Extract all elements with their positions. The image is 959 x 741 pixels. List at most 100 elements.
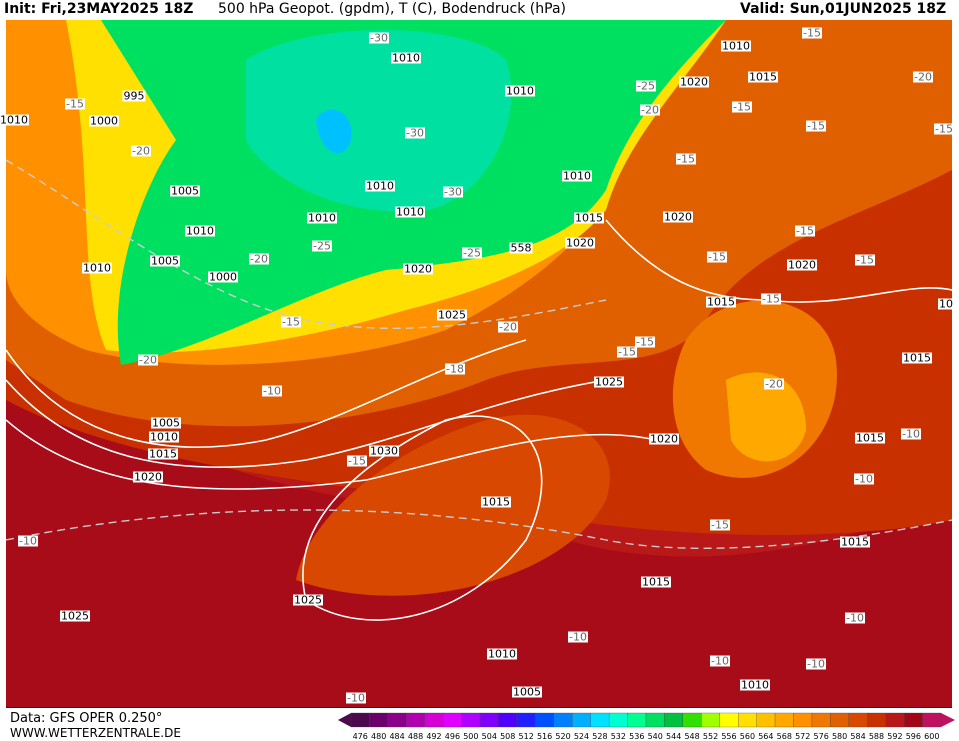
colorbar-swatch xyxy=(572,712,591,728)
colorbar-swatch xyxy=(535,712,554,728)
colorbar-swatch xyxy=(424,712,444,728)
colorbar-label: 560 xyxy=(739,732,756,741)
pressure-label: 1005 xyxy=(170,184,200,198)
colorbar-swatch xyxy=(903,712,923,728)
colorbar-swatch xyxy=(701,712,720,728)
pressure-label: 1010 xyxy=(149,430,179,444)
pressure-label: 1015 xyxy=(748,70,778,84)
colorbar-label: 516 xyxy=(536,732,553,741)
temperature-label: -15 xyxy=(707,250,727,264)
pressure-label: 1010 xyxy=(82,261,112,275)
colorbar-swatch xyxy=(627,712,647,728)
colorbar-label: 572 xyxy=(795,732,811,741)
colorbar-label: 512 xyxy=(518,732,534,741)
temperature-label: -10 xyxy=(710,654,730,668)
pressure-label: 1000 xyxy=(89,114,119,128)
temperature-label: -15 xyxy=(710,518,730,532)
pressure-label: 1010 xyxy=(185,224,215,238)
temperature-label: -10 xyxy=(845,611,865,625)
colorbar-label: 568 xyxy=(776,732,792,741)
pressure-label: 1015 xyxy=(481,495,511,509)
temperature-label: -20 xyxy=(764,377,784,391)
colorbar-arrow xyxy=(941,713,955,727)
title: 500 hPa Geopot. (gpdm), T (C), Bodendruc… xyxy=(218,1,566,17)
colorbar-label: 504 xyxy=(481,732,497,741)
temperature-label: -30 xyxy=(405,126,425,140)
colorbar-swatch xyxy=(461,712,481,728)
colorbar-label: 588 xyxy=(868,732,885,741)
colorbar-swatch xyxy=(553,712,573,728)
temperature-label: -15 xyxy=(635,335,655,349)
pressure-label: 995 xyxy=(122,89,146,103)
colorbar-swatch xyxy=(590,712,610,728)
temperature-label: -15 xyxy=(732,100,752,114)
pressure-label: 10 xyxy=(938,297,954,311)
pressure-label: 1025 xyxy=(60,609,90,623)
colorbar-label: 576 xyxy=(813,732,829,741)
geopotential-label: 558 xyxy=(509,241,533,255)
zone xyxy=(316,109,352,154)
colorbar-swatch xyxy=(406,712,425,728)
zone xyxy=(726,372,806,462)
zone xyxy=(246,30,512,212)
colorbar-label: 528 xyxy=(592,732,608,741)
temperature-label: -15 xyxy=(617,345,637,359)
colorbar-swatch xyxy=(830,712,849,728)
pressure-label: 1020 xyxy=(565,236,595,250)
temperature-label: -15 xyxy=(934,122,954,136)
pressure-label: 1000 xyxy=(208,270,238,284)
colorbar-swatch xyxy=(774,712,794,728)
pressure-label: 1015 xyxy=(840,535,870,549)
pressure-label: 1030 xyxy=(369,444,399,458)
colorbar-swatch xyxy=(885,712,905,728)
colorbar-label: 496 xyxy=(444,732,461,741)
temperature-label: -10 xyxy=(806,657,826,671)
colorbar-label: 580 xyxy=(831,732,848,741)
temperature-label: -15 xyxy=(65,97,85,111)
temperature-label: -18 xyxy=(445,362,465,376)
colorbar-label: 480 xyxy=(371,732,387,741)
colorbar-label: 552 xyxy=(702,732,719,741)
temperature-label: -10 xyxy=(568,630,588,644)
temperature-label: -25 xyxy=(636,79,656,93)
pressure-label: 1025 xyxy=(594,375,624,389)
colorbar-swatch xyxy=(498,712,518,728)
pressure-label: 1015 xyxy=(706,295,736,309)
pressure-label: 1020 xyxy=(133,470,163,484)
colorbar-swatch xyxy=(867,712,886,728)
site: WWW.WETTERZENTRALE.DE xyxy=(10,726,181,740)
colorbar-label: 488 xyxy=(407,732,424,741)
pressure-label: 1010 xyxy=(391,51,421,65)
init: Init: Fri,23MAY2025 18Z xyxy=(4,1,194,17)
pressure-label: 1010 xyxy=(721,39,751,53)
temperature-label: -30 xyxy=(443,185,463,199)
pressure-label: 1010 xyxy=(505,84,535,98)
pressure-label: 1015 xyxy=(902,351,932,365)
pressure-label: 1020 xyxy=(663,210,693,224)
pressure-label: 1005 xyxy=(151,416,181,430)
isotherms xyxy=(6,159,952,549)
temperature-label: -25 xyxy=(312,239,332,253)
data-source: Data: GFS OPER 0.250° xyxy=(10,711,163,726)
valid: Valid: Sun,01JUN2025 18Z xyxy=(740,1,947,17)
colorbar-label: 536 xyxy=(629,732,645,741)
colorbar-swatch xyxy=(682,712,702,728)
colorbar-label: 532 xyxy=(610,732,626,741)
colorbar-label: 492 xyxy=(426,732,442,741)
pressure-label: 1010 xyxy=(0,113,29,127)
colorbar-swatch xyxy=(516,712,536,728)
temperature-label: -15 xyxy=(676,152,696,166)
colorbar-swatch xyxy=(443,712,462,728)
pressure-label: 1015 xyxy=(148,447,178,461)
colorbar-swatch xyxy=(756,712,776,728)
temperature-label: -10 xyxy=(854,472,874,486)
temperature-label: -25 xyxy=(462,246,482,260)
pressure-label: 1020 xyxy=(649,432,679,446)
pressure-label: 1005 xyxy=(512,685,542,699)
colorbar-swatch xyxy=(719,712,739,728)
pressure-label: 1015 xyxy=(641,575,671,589)
pressure-label: 1015 xyxy=(855,431,885,445)
pressure-label: 1005 xyxy=(150,254,180,268)
colorbar-label: 484 xyxy=(389,732,405,741)
